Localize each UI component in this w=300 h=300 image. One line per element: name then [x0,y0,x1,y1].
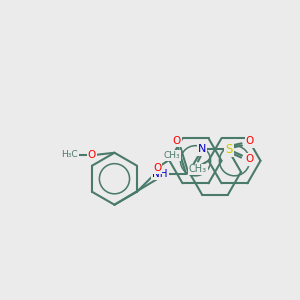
Text: S: S [225,143,233,156]
Text: N: N [198,145,206,154]
Text: O: O [88,150,96,160]
Text: O: O [246,154,254,164]
Text: NH: NH [152,169,168,179]
Text: O: O [173,136,181,146]
Text: CH₃: CH₃ [164,151,181,160]
Text: O: O [153,163,161,172]
Text: O: O [246,136,254,146]
Text: CH₃: CH₃ [189,164,207,175]
Text: H₃C: H₃C [61,150,78,159]
